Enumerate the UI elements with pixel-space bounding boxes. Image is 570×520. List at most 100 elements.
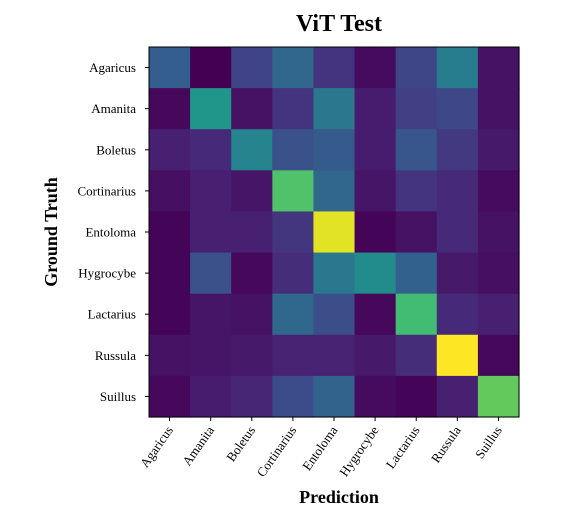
heatmap-cell-suillus-amanita [190, 375, 232, 418]
heatmap-cell-amanita-boletus [231, 88, 273, 130]
y-tick-label: Lactarius [88, 307, 136, 322]
heatmap-cell-russula-entoloma [313, 334, 356, 377]
x-tick-label: Hygrocybe [336, 423, 382, 479]
heatmap-cell-cortinarius-hygrocybe [354, 170, 397, 213]
heatmap-cell-hygrocybe-agaricus [149, 252, 191, 295]
heatmap-cell-entoloma-lactarius [395, 211, 438, 254]
heatmap-cell-agaricus-cortinarius [272, 47, 315, 89]
heatmap-cell-suillus-entoloma [313, 375, 356, 418]
heatmap-cell-entoloma-agaricus [149, 211, 191, 254]
y-tick-label: Agaricus [89, 60, 136, 75]
heatmap-cell-entoloma-amanita [190, 211, 232, 254]
heatmap-cell-lactarius-agaricus [149, 293, 191, 336]
heatmap-cell-cortinarius-cortinarius [272, 170, 315, 213]
chart-title: ViT Test [296, 11, 382, 37]
heatmap-cell-suillus-russula [436, 375, 479, 418]
heatmap-cell-hygrocybe-lactarius [395, 252, 438, 295]
heatmap-cell-russula-boletus [231, 334, 273, 377]
y-tick-labels: Agaricus Amanita Boletus Cortinarius Entolom… [78, 60, 149, 404]
y-tick-label: Russula [95, 348, 136, 363]
heatmap-cell-lactarius-suillus [477, 293, 520, 336]
heatmap-cell-hygrocybe-hygrocybe [354, 252, 397, 295]
x-axis-label: Prediction [299, 487, 379, 507]
heatmap-cell-cortinarius-russula [436, 170, 479, 213]
y-tick-label: Amanita [91, 101, 136, 116]
heatmap-cell-boletus-amanita [190, 129, 232, 171]
heatmap-cells [149, 47, 520, 418]
heatmap-cell-agaricus-amanita [190, 47, 232, 89]
heatmap-cell-cortinarius-lactarius [395, 170, 438, 213]
heatmap-cell-hygrocybe-entoloma [313, 252, 356, 295]
heatmap-cell-entoloma-suillus [477, 211, 520, 254]
heatmap-cell-boletus-boletus [231, 129, 273, 171]
heatmap-cell-boletus-lactarius [395, 129, 438, 171]
heatmap-cell-amanita-russula [436, 88, 479, 130]
heatmap-cell-hygrocybe-suillus [477, 252, 520, 295]
heatmap-cell-agaricus-entoloma [313, 47, 356, 89]
y-tick-label: Suillus [100, 389, 136, 404]
x-tick-label: Agaricus [137, 423, 176, 470]
heatmap-cell-lactarius-boletus [231, 293, 273, 336]
x-tick-label: Boletus [223, 423, 258, 464]
heatmap-cell-boletus-cortinarius [272, 129, 315, 171]
heatmap-cell-lactarius-lactarius [395, 293, 438, 336]
heatmap-cell-cortinarius-agaricus [149, 170, 191, 213]
heatmap-cell-boletus-entoloma [313, 129, 356, 171]
y-tick-label: Entoloma [85, 225, 136, 240]
heatmap-cell-entoloma-russula [436, 211, 479, 254]
x-tick-label: Entoloma [299, 423, 340, 473]
heatmap-cell-suillus-boletus [231, 375, 273, 418]
heatmap-cell-lactarius-amanita [190, 293, 232, 336]
heatmap-cell-suillus-hygrocybe [354, 375, 397, 418]
heatmap-cell-entoloma-cortinarius [272, 211, 315, 254]
heatmap-cell-hygrocybe-boletus [231, 252, 273, 295]
heatmap-cell-agaricus-lactarius [395, 47, 438, 89]
heatmap-cell-suillus-lactarius [395, 375, 438, 418]
y-tick-label: Hygrocybe [78, 266, 136, 281]
heatmap-cell-russula-suillus [477, 334, 520, 377]
heatmap-cell-amanita-lactarius [395, 88, 438, 130]
x-tick-label: Amanita [179, 423, 217, 468]
heatmap-cell-agaricus-agaricus [149, 47, 191, 89]
heatmap-cell-cortinarius-amanita [190, 170, 232, 213]
heatmap-cell-lactarius-cortinarius [272, 293, 315, 336]
heatmap-cell-entoloma-boletus [231, 211, 273, 254]
heatmap-cell-boletus-suillus [477, 129, 520, 171]
heatmap-cell-lactarius-hygrocybe [354, 293, 397, 336]
heatmap-cell-amanita-amanita [190, 88, 232, 130]
heatmap-cell-agaricus-suillus [477, 47, 520, 89]
heatmap-cell-boletus-agaricus [149, 129, 191, 171]
heatmap-cell-agaricus-hygrocybe [354, 47, 397, 89]
heatmap-cell-entoloma-entoloma [313, 211, 356, 254]
heatmap-cell-cortinarius-boletus [231, 170, 273, 213]
y-tick-label: Cortinarius [78, 183, 137, 198]
heatmap-cell-hygrocybe-cortinarius [272, 252, 315, 295]
heatmap-cell-agaricus-boletus [231, 47, 273, 89]
x-tick-label: Suillus [472, 423, 505, 461]
heatmap-cell-hygrocybe-amanita [190, 252, 232, 295]
heatmap-cell-suillus-suillus [477, 375, 520, 418]
heatmap-cell-agaricus-russula [436, 47, 479, 89]
heatmap-cell-hygrocybe-russula [436, 252, 479, 295]
heatmap-cell-cortinarius-suillus [477, 170, 520, 213]
heatmap-cell-boletus-hygrocybe [354, 129, 397, 171]
heatmap-cell-russula-agaricus [149, 334, 191, 377]
y-tick-label: Boletus [96, 142, 136, 157]
heatmap-cell-amanita-suillus [477, 88, 520, 130]
heatmap-cell-suillus-agaricus [149, 375, 191, 418]
heatmap-cell-amanita-cortinarius [272, 88, 315, 130]
heatmap-cell-entoloma-hygrocybe [354, 211, 397, 254]
x-tick-label: Cortinarius [254, 423, 300, 480]
heatmap-cell-russula-russula [436, 334, 479, 377]
x-tick-label: Lactarius [383, 423, 423, 471]
heatmap-cell-suillus-cortinarius [272, 375, 315, 418]
heatmap-cell-lactarius-russula [436, 293, 479, 336]
heatmap-cell-lactarius-entoloma [313, 293, 356, 336]
heatmap-cell-russula-hygrocybe [354, 334, 397, 377]
y-axis-label: Ground Truth [41, 177, 61, 287]
heatmap-cell-russula-amanita [190, 334, 232, 377]
x-tick-label: Russula [428, 423, 464, 466]
heatmap-cell-russula-lactarius [395, 334, 438, 377]
